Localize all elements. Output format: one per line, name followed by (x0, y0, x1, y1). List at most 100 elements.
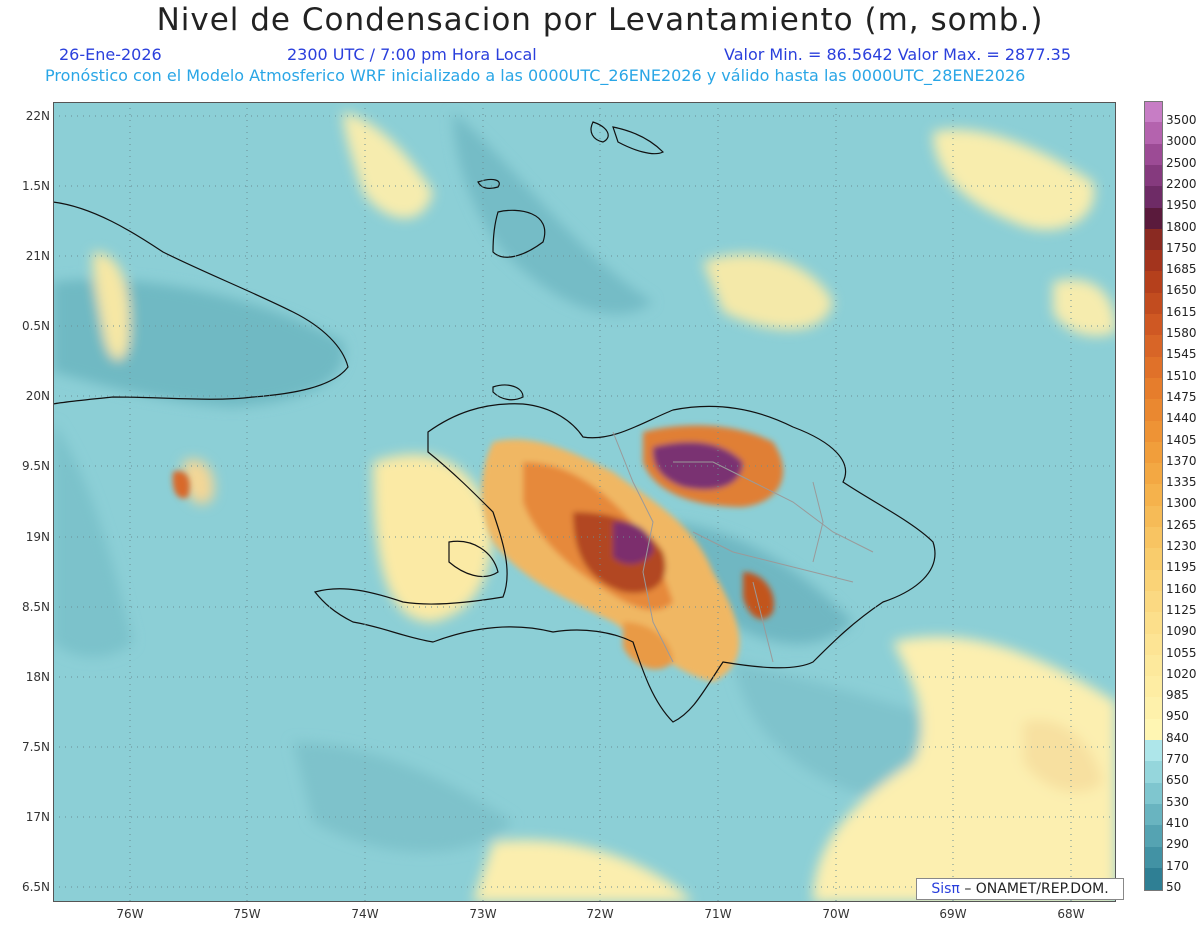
forecast-description: Pronóstico con el Modelo Atmosferico WRF… (45, 66, 1026, 85)
colorbar-swatch (1144, 633, 1162, 656)
map-title: Nivel de Condensacion por Levantamiento … (156, 2, 1044, 38)
coastlines (53, 121, 936, 723)
colorbar-swatch (1144, 676, 1162, 699)
colorbar-swatch (1144, 505, 1162, 528)
colorbar-swatch (1144, 271, 1162, 294)
colorbar-label: 410 (1166, 815, 1189, 830)
lat-label: 22N (25, 109, 50, 123)
colorbar-label: 1800 (1166, 219, 1197, 234)
colorbar-swatch (1144, 484, 1162, 507)
colorbar-label: 1300 (1166, 496, 1197, 511)
colorbar-label: 985 (1166, 688, 1189, 703)
lon-label: 74W (351, 907, 379, 921)
colorbar-label: 1405 (1166, 432, 1197, 447)
colorbar-swatch (1144, 164, 1162, 187)
colorbar-swatch (1144, 143, 1162, 166)
colorbar-label: 1440 (1166, 411, 1197, 426)
lat-label: 19N (25, 530, 50, 544)
colorbar-label: 1335 (1166, 475, 1197, 490)
colorbar-swatch (1144, 377, 1162, 400)
colorbar-label: 530 (1166, 794, 1189, 809)
colorbar-swatch (1144, 527, 1162, 549)
colorbar-label: 170 (1166, 858, 1189, 873)
lat-label: 8.5N (21, 600, 50, 614)
graticule (53, 102, 1116, 902)
colorbar-label: 950 (1166, 709, 1189, 724)
colorbar-label: 1265 (1166, 517, 1197, 532)
colorbar-label: 1650 (1166, 283, 1197, 298)
province-borders (612, 431, 874, 663)
colorbar-label: 1750 (1166, 240, 1197, 255)
colorbar-swatch (1144, 803, 1162, 826)
min-max-values: Valor Min. = 86.5642 Valor Max. = 2877.3… (724, 45, 1072, 64)
colorbar-label: 50 (1166, 879, 1182, 894)
lat-label: 0.5N (21, 319, 50, 333)
colorbar-swatch (1144, 228, 1162, 251)
colorbar-swatch (1144, 654, 1162, 677)
colorbar-swatch (1144, 441, 1162, 464)
colorbar-label: 1545 (1166, 347, 1197, 362)
lon-label: 68W (1057, 907, 1085, 921)
colorbar-label: 3000 (1166, 134, 1197, 149)
colorbar-swatch (1144, 718, 1162, 741)
lat-label: 20N (25, 389, 50, 403)
credit-org: – ONAMET/REP.DOM. (964, 881, 1109, 897)
map-frame (53, 102, 1116, 902)
colorbar-swatch (1144, 740, 1162, 762)
colorbar-swatch (1144, 292, 1162, 315)
colorbar-label: 1370 (1166, 453, 1197, 468)
colorbar-label: 1125 (1166, 602, 1197, 617)
colorbar-label: 1475 (1166, 389, 1197, 404)
colorbar-swatch (1144, 569, 1162, 592)
colorbar-swatch (1144, 463, 1162, 486)
lat-label: 6.5N (21, 880, 50, 894)
forecast-time: 2300 UTC / 7:00 pm Hora Local (287, 45, 537, 64)
colorbar-swatch (1144, 548, 1162, 571)
forecast-date: 26-Ene-2026 (59, 45, 162, 64)
sis-logo-text: Sisπ (931, 881, 960, 897)
colorbar-swatch (1144, 314, 1162, 336)
colorbar-swatch (1144, 420, 1162, 443)
colorbar-label: 1160 (1166, 581, 1197, 596)
lon-label: 73W (469, 907, 497, 921)
colorbar-swatch (1144, 356, 1162, 379)
lat-label: 17N (25, 810, 50, 824)
colorbar-swatch (1144, 186, 1162, 209)
colorbar-label: 1950 (1166, 198, 1197, 213)
credit-box: Sisπ – ONAMET/REP.DOM. (916, 878, 1124, 900)
lon-label: 69W (939, 907, 967, 921)
colorbar-label: 1195 (1166, 560, 1197, 575)
colorbar-label: 1510 (1166, 368, 1197, 383)
colorbar-swatch (1144, 782, 1162, 805)
lon-label: 76W (116, 907, 144, 921)
lon-label: 71W (704, 907, 732, 921)
colorbar-swatch (1144, 207, 1162, 230)
colorbar-label: 290 (1166, 837, 1189, 852)
colorbar-label: 1090 (1166, 624, 1197, 639)
lat-label: 1.5N (21, 179, 50, 193)
colorbar-label: 1020 (1166, 666, 1197, 681)
colorbar-label: 1615 (1166, 304, 1197, 319)
colorbar-label: 1580 (1166, 326, 1197, 340)
colorbar-label: 1055 (1166, 645, 1197, 660)
colorbar-label: 3500 (1166, 113, 1197, 127)
colorbar-label: 2500 (1166, 155, 1197, 170)
colorbar-label: 770 (1166, 752, 1189, 766)
lat-label: 18N (25, 670, 50, 684)
colorbar-swatch (1144, 399, 1162, 422)
colorbar-swatch (1144, 335, 1162, 358)
colorbar-swatch (1144, 697, 1162, 720)
lon-label: 72W (586, 907, 614, 921)
colorbar-swatch (1144, 122, 1162, 145)
colorbar-swatch (1144, 825, 1162, 848)
colorbar-swatch (1144, 761, 1162, 784)
lat-label: 21N (25, 249, 50, 263)
colorbar-swatch (1144, 846, 1162, 869)
colorbar-swatch (1144, 250, 1162, 273)
lat-label: 7.5N (21, 740, 50, 754)
lat-label: 9.5N (21, 459, 50, 473)
colorbar-label: 2200 (1166, 176, 1197, 191)
lon-label: 70W (822, 907, 850, 921)
colorbar-swatch (1144, 590, 1162, 613)
lon-label: 75W (233, 907, 261, 921)
